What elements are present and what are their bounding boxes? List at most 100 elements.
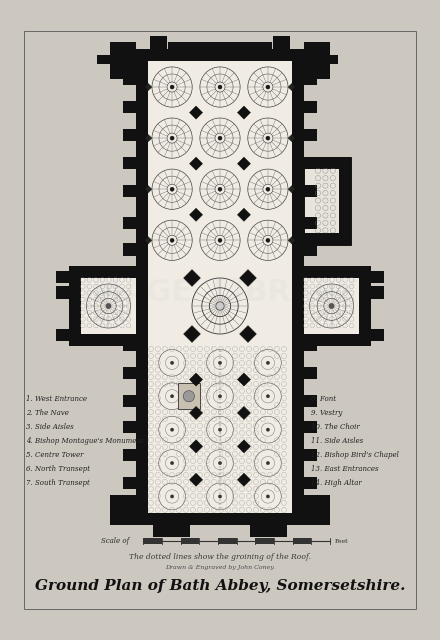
Bar <box>56 287 69 298</box>
Bar <box>153 525 190 536</box>
Text: Scale of: Scale of <box>101 537 129 545</box>
Bar <box>123 243 136 255</box>
Bar <box>256 538 274 544</box>
Text: 1. West Entrance: 1. West Entrance <box>26 395 87 403</box>
Circle shape <box>170 395 174 398</box>
Circle shape <box>218 136 222 140</box>
Polygon shape <box>183 326 200 342</box>
Text: 4. Bishop Montague's Monument: 4. Bishop Montague's Monument <box>26 436 143 445</box>
Polygon shape <box>190 473 202 486</box>
Polygon shape <box>240 269 257 287</box>
Bar <box>338 157 351 245</box>
Text: 8. Font: 8. Font <box>312 395 337 403</box>
Circle shape <box>218 395 222 398</box>
Circle shape <box>216 302 224 310</box>
Bar <box>123 420 136 433</box>
Text: Feet: Feet <box>335 539 348 543</box>
Circle shape <box>170 238 174 243</box>
Polygon shape <box>190 106 202 119</box>
Polygon shape <box>190 406 202 419</box>
Bar <box>304 395 317 407</box>
Text: 14. High Altar: 14. High Altar <box>312 479 362 486</box>
Circle shape <box>266 361 270 364</box>
Bar <box>110 49 136 79</box>
Bar <box>168 42 272 49</box>
Polygon shape <box>190 208 202 221</box>
Text: 7. South Transept: 7. South Transept <box>26 479 90 486</box>
Bar <box>97 55 104 64</box>
Text: The dotted lines show the groining of the Roof.: The dotted lines show the groining of th… <box>129 554 311 561</box>
Bar <box>123 129 136 141</box>
Bar <box>69 266 81 346</box>
Polygon shape <box>288 237 296 244</box>
Bar <box>218 538 237 544</box>
Circle shape <box>266 188 270 191</box>
Bar <box>123 477 136 489</box>
Bar <box>123 185 136 197</box>
Text: 10. The Choir: 10. The Choir <box>312 422 360 431</box>
Bar <box>304 449 317 461</box>
Bar <box>371 287 384 298</box>
Bar <box>150 36 167 49</box>
Polygon shape <box>238 473 250 486</box>
Bar <box>304 42 330 49</box>
Circle shape <box>218 85 222 89</box>
Circle shape <box>266 428 270 431</box>
Polygon shape <box>144 186 152 193</box>
Circle shape <box>266 461 270 465</box>
Text: IMAGE  LIBRARY: IMAGE LIBRARY <box>81 278 359 307</box>
Circle shape <box>170 361 174 364</box>
Bar <box>304 502 317 514</box>
Polygon shape <box>288 186 296 193</box>
Circle shape <box>266 136 270 140</box>
Text: 9. Vestry: 9. Vestry <box>312 409 343 417</box>
Bar <box>123 395 136 407</box>
Polygon shape <box>288 134 296 142</box>
Bar <box>110 42 136 49</box>
Bar <box>178 383 200 410</box>
Circle shape <box>170 188 174 191</box>
Bar <box>371 330 384 342</box>
Circle shape <box>170 85 174 89</box>
Text: 5. Centre Tower: 5. Centre Tower <box>26 451 84 459</box>
Bar <box>304 157 317 169</box>
Circle shape <box>218 428 222 431</box>
Bar <box>304 129 317 141</box>
Circle shape <box>329 303 334 308</box>
Polygon shape <box>190 440 202 453</box>
Bar <box>56 330 69 342</box>
Bar <box>304 49 330 79</box>
Bar <box>304 339 317 351</box>
Bar <box>103 55 110 64</box>
Circle shape <box>266 85 270 89</box>
Circle shape <box>170 495 174 498</box>
Bar <box>123 73 136 85</box>
Bar <box>330 55 337 64</box>
Bar <box>136 513 304 525</box>
Polygon shape <box>238 106 250 119</box>
Text: Ground Plan of Bath Abbey, Somersetshire.: Ground Plan of Bath Abbey, Somersetshire… <box>35 579 405 593</box>
Bar <box>110 495 136 525</box>
Text: 12. Bishop Bird's Chapel: 12. Bishop Bird's Chapel <box>312 451 400 459</box>
Bar <box>143 538 162 544</box>
Circle shape <box>266 238 270 243</box>
Circle shape <box>170 461 174 465</box>
Circle shape <box>266 495 270 498</box>
Bar <box>325 55 332 64</box>
Bar <box>304 266 371 278</box>
Bar <box>359 266 371 346</box>
Circle shape <box>170 136 174 140</box>
Bar <box>123 339 136 351</box>
Bar <box>69 266 136 346</box>
Bar <box>136 49 304 61</box>
Bar <box>273 36 290 49</box>
Bar <box>181 538 199 544</box>
Bar <box>304 243 317 255</box>
Polygon shape <box>238 373 250 386</box>
Circle shape <box>218 461 222 465</box>
Text: 3. Side Aisles: 3. Side Aisles <box>26 422 73 431</box>
Bar <box>304 477 317 489</box>
Circle shape <box>183 390 194 402</box>
Bar <box>123 218 136 230</box>
Polygon shape <box>288 83 296 91</box>
